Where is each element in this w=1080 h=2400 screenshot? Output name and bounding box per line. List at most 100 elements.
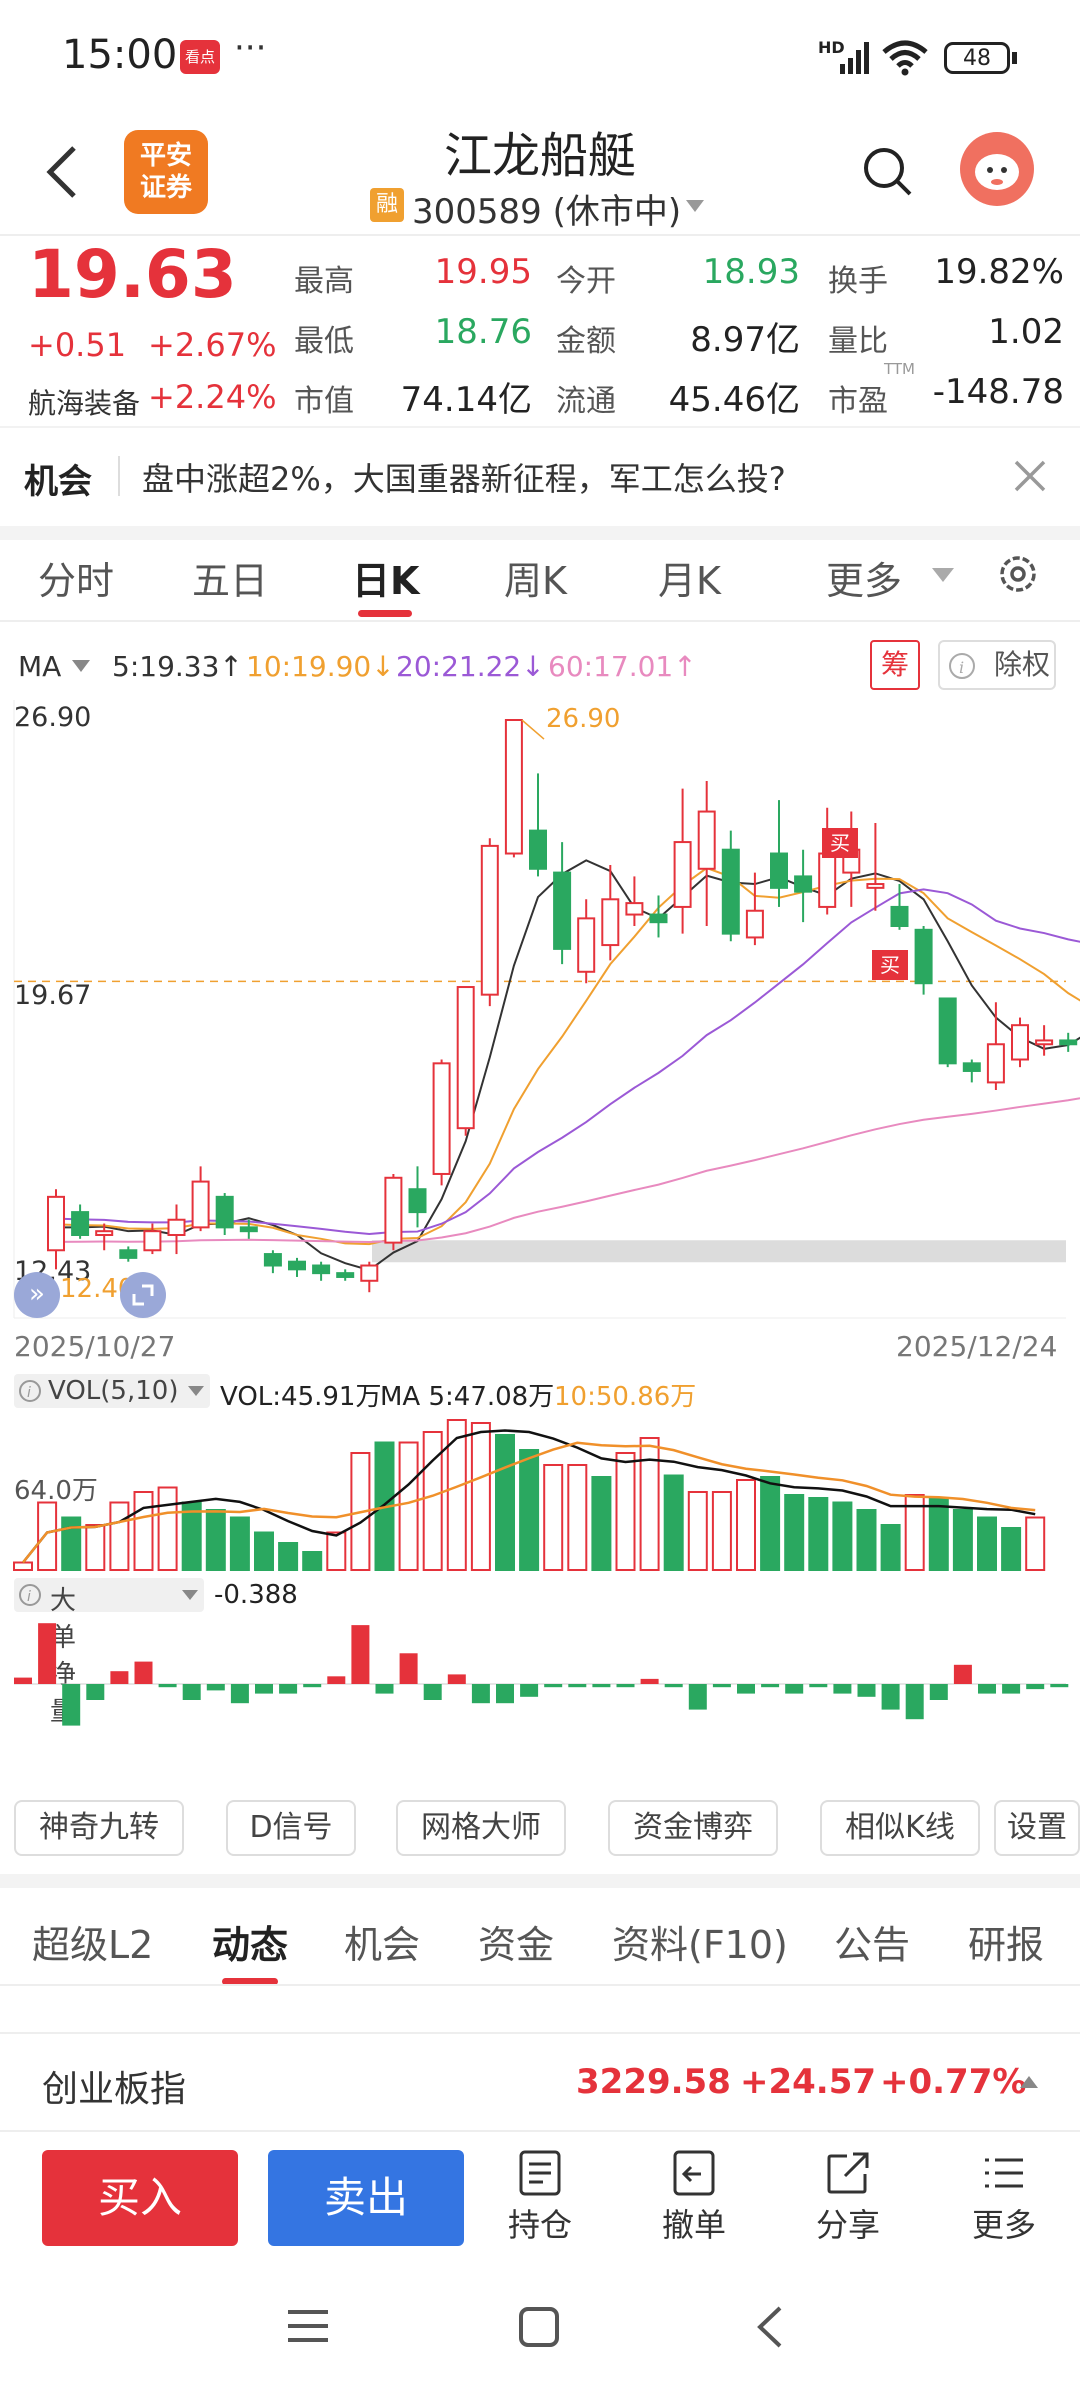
volume-bar [567, 1464, 588, 1571]
candle-body [215, 1195, 234, 1229]
tab-dongtai[interactable]: 动态 [212, 1923, 289, 1967]
chip-distribution-button[interactable]: 筹 [870, 640, 920, 690]
bigorder-bar [953, 1664, 972, 1684]
volume-bar [615, 1452, 636, 1571]
quote-field-label: 金额 [556, 324, 616, 359]
tab-more[interactable]: 更多 [826, 559, 903, 603]
volume-bar [784, 1494, 805, 1571]
bigorder-bar [14, 1677, 32, 1684]
scroll-left-icon[interactable]: » [14, 1272, 60, 1318]
kline-chart[interactable] [0, 700, 1080, 1320]
broker-logo[interactable]: 平安 证券 [124, 130, 208, 214]
info-icon: i [19, 1584, 41, 1606]
high-marker-label: 26.90 [546, 704, 621, 734]
bigorder-bar [881, 1684, 900, 1710]
tab-fenshi[interactable]: 分时 [38, 559, 115, 603]
tab-gonggao[interactable]: 公告 [834, 1923, 911, 1967]
tab-jihui[interactable]: 机会 [344, 1923, 421, 1967]
tab-zijin[interactable]: 资金 [478, 1923, 555, 1967]
tool-magic-nine[interactable]: 神奇九转 [14, 1800, 184, 1856]
bigorder-bar [978, 1684, 996, 1694]
news-tag: 机会 [24, 462, 92, 502]
tool-d-signal[interactable]: D信号 [226, 1800, 356, 1856]
battery-tip [1012, 52, 1017, 64]
tab-yanbao[interactable]: 研报 [968, 1923, 1045, 1967]
back-icon[interactable] [754, 2304, 784, 2350]
expand-icon[interactable] [120, 1272, 166, 1318]
candle-body [143, 1230, 162, 1252]
ma-caret-icon[interactable] [70, 658, 92, 674]
tab-f10[interactable]: 资料(F10) [612, 1923, 788, 1967]
bigorder-chart[interactable] [0, 1614, 1080, 1784]
volume-bar [37, 1501, 58, 1571]
sell-button[interactable]: 卖出 [268, 2150, 464, 2246]
volume-bar [254, 1531, 274, 1571]
tool-settings[interactable]: 设置 [994, 1800, 1080, 1856]
undo-icon [673, 2150, 715, 2196]
cancel-order-button[interactable]: 撤单 [644, 2150, 744, 2260]
tool-grid-master[interactable]: 网格大师 [396, 1800, 566, 1856]
buy-button[interactable]: 买入 [42, 2150, 238, 2246]
candle-body [673, 841, 692, 908]
volume-bar [711, 1491, 732, 1571]
buy-signal-marker[interactable]: 买 [822, 828, 858, 858]
volume-bar [977, 1516, 997, 1571]
active-tab-indicator [358, 610, 412, 617]
vol-indicator-label[interactable]: VOL(5,10) [48, 1376, 179, 1406]
vol-selector[interactable] [14, 1374, 210, 1408]
support-zone [372, 1240, 1066, 1263]
bigorder-bar [351, 1625, 370, 1684]
date-start: 2025/10/27 [14, 1330, 176, 1363]
recent-apps-icon[interactable] [286, 2306, 330, 2346]
bigorder-bar [761, 1684, 780, 1688]
menu-icon [985, 2158, 1023, 2188]
tab-wuri[interactable]: 五日 [192, 559, 269, 603]
quote-field-value: 18.93 [702, 252, 800, 292]
avatar[interactable] [960, 132, 1034, 206]
search-icon[interactable] [862, 146, 914, 198]
news-bar[interactable]: 机会 盘中涨超2%，大国重器新征程，军工怎么投? [0, 426, 1080, 526]
tool-capital-game[interactable]: 资金博弈 [608, 1800, 778, 1856]
volume-bar [736, 1479, 756, 1571]
divider [0, 234, 1080, 236]
tab-super-l2[interactable]: 超级L2 [32, 1923, 154, 1967]
bigorder-selector[interactable] [14, 1578, 204, 1612]
candle-body [1011, 1024, 1029, 1061]
ma-label[interactable]: MA [18, 650, 62, 683]
close-icon[interactable] [1012, 458, 1048, 494]
index-change: +24.57 [740, 2062, 877, 2102]
ex-rights-button[interactable]: 除权 [938, 640, 1056, 690]
quote-field-label: 市盈 [828, 384, 888, 419]
tool-similar-kline[interactable]: 相似K线 [820, 1800, 980, 1856]
high-marker-line [521, 719, 545, 740]
tab-yuek[interactable]: 月K [658, 559, 721, 603]
dropdown-caret-icon[interactable] [684, 198, 706, 214]
volume-chart[interactable] [0, 1410, 1080, 1575]
home-icon[interactable] [518, 2306, 560, 2348]
bigorder-bar [134, 1661, 153, 1684]
news-headline[interactable]: 盘中涨超2%，大国重器新征程，军工怎么投? [142, 460, 786, 498]
gear-icon[interactable] [994, 550, 1042, 598]
back-arrow-icon[interactable] [44, 144, 80, 200]
stock-code-status[interactable]: 300589 (休市中) [412, 192, 682, 232]
caret-up-icon[interactable] [1018, 2074, 1040, 2090]
more-button[interactable]: 更多 [954, 2150, 1054, 2260]
candle-body [47, 1195, 65, 1252]
sector-name[interactable]: 航海装备 [28, 387, 141, 420]
tab-rik[interactable]: 日K [352, 559, 420, 603]
candle-body [890, 905, 909, 927]
tab-zhouk[interactable]: 周K [504, 559, 567, 603]
chevron-down-icon[interactable] [180, 1588, 200, 1602]
svg-text:i: i [27, 1385, 31, 1401]
chevron-down-icon[interactable] [186, 1384, 206, 1398]
volume-bar [663, 1474, 684, 1571]
index-ticker[interactable]: 创业板指 3229.58 +24.57 +0.77% [0, 2034, 1080, 2130]
candle-body [697, 810, 716, 870]
volume-bar [109, 1501, 130, 1571]
share-button[interactable]: 分享 [798, 2150, 898, 2260]
holdings-button[interactable]: 持仓 [490, 2150, 590, 2260]
index-pct: +0.77% [880, 2062, 1027, 2102]
buy-signal-marker[interactable]: 买 [872, 950, 908, 980]
quote-field-label: 今开 [556, 264, 616, 299]
chevron-down-icon[interactable] [930, 566, 956, 584]
